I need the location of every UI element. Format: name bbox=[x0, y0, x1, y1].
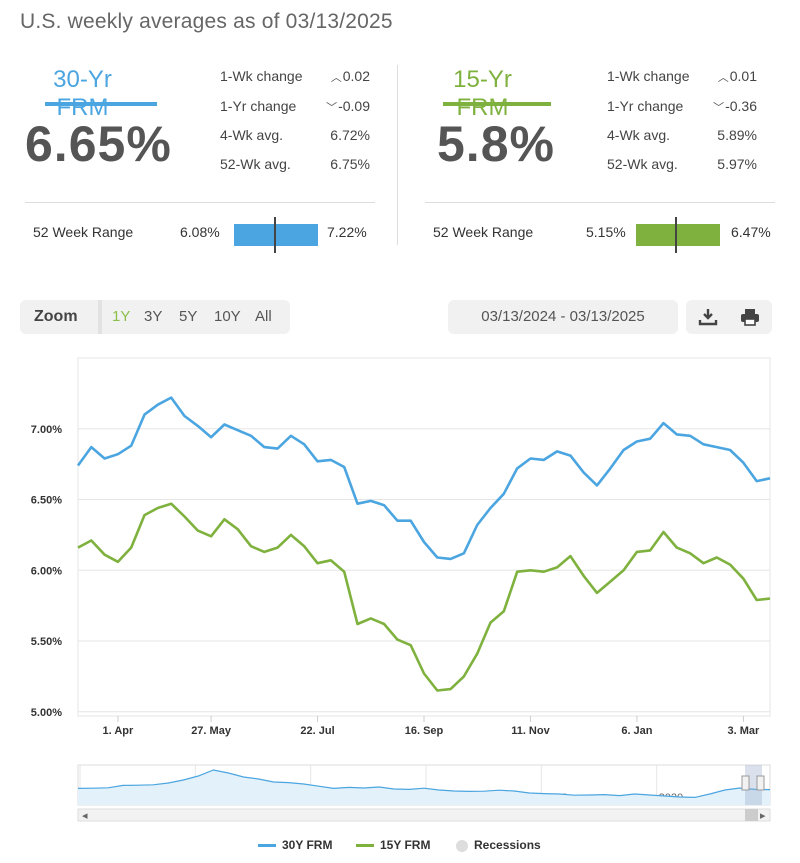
stat-label: 52-Wk avg. bbox=[607, 156, 678, 172]
stat-label: 1-Wk change bbox=[607, 68, 690, 84]
navigator-scrollbar bbox=[77, 808, 771, 822]
scrollbar-thumb bbox=[745, 809, 758, 821]
scroll-left-arrow-icon: ◂ bbox=[82, 810, 88, 822]
x-tick-label: 22. Jul bbox=[300, 725, 334, 737]
zoom-label: Zoom bbox=[34, 308, 78, 325]
range-current-marker bbox=[675, 217, 677, 253]
x-tick-label: 27. May bbox=[191, 725, 232, 737]
stat-value: ﹀-0.36 bbox=[713, 98, 757, 114]
legend-item-recessions[interactable]: Recessions bbox=[456, 838, 541, 852]
page-title: U.S. weekly averages as of 03/13/2025 bbox=[20, 10, 393, 33]
stat-value: 6.72% bbox=[330, 127, 370, 143]
series-line-30y bbox=[76, 396, 771, 561]
navigator-selection bbox=[745, 765, 762, 805]
legend-label: 30Y FRM bbox=[282, 838, 333, 852]
legend-label: 15Y FRM bbox=[380, 838, 431, 852]
zoom-selector: Zoom 1Y 3Y 5Y 10Y All bbox=[20, 300, 290, 334]
stat-label: 4-Wk avg. bbox=[220, 127, 284, 143]
print-button[interactable] bbox=[728, 300, 772, 334]
y-tick-label: 5.50% bbox=[31, 636, 62, 648]
download-icon bbox=[698, 309, 718, 326]
y-tick-label: 6.50% bbox=[31, 495, 62, 507]
range-bar bbox=[234, 224, 318, 246]
range-bar bbox=[636, 224, 720, 246]
y-tick-label: 5.00% bbox=[31, 707, 62, 719]
stat-value: ︿0.01 bbox=[717, 68, 757, 84]
legend-label: Recessions bbox=[474, 838, 541, 852]
legend-item-15y[interactable]: 15Y FRM bbox=[356, 838, 430, 852]
stat-value: ︿0.02 bbox=[330, 68, 370, 84]
divider bbox=[425, 202, 775, 203]
x-tick-label: 3. Mar bbox=[727, 725, 760, 737]
stat-label: 1-Wk change bbox=[220, 68, 303, 84]
navigator-series-line bbox=[77, 769, 771, 799]
y-tick-label: 7.00% bbox=[31, 424, 62, 436]
rate-panel-30yr: 30-Yr FRM 6.65% 1-Wk change ︿0.02 1-Yr c… bbox=[25, 60, 375, 253]
y-tick-label: 6.00% bbox=[31, 565, 62, 577]
stat-value: 6.75% bbox=[330, 156, 370, 172]
scroll-right-arrow-icon: ▸ bbox=[760, 810, 766, 822]
legend-item-30y[interactable]: 30Y FRM bbox=[258, 838, 332, 852]
x-tick-label: 6. Jan bbox=[621, 725, 652, 737]
x-tick-label: 1. Apr bbox=[103, 725, 134, 737]
x-tick-label: 16. Sep bbox=[405, 725, 444, 737]
rate-underline bbox=[45, 102, 157, 106]
zoom-option-1y[interactable]: 1Y bbox=[112, 308, 131, 325]
stat-label: 52-Wk avg. bbox=[220, 156, 291, 172]
navigator-area bbox=[78, 770, 770, 805]
zoom-separator bbox=[98, 300, 102, 334]
zoom-option-10y[interactable]: 10Y bbox=[214, 308, 241, 325]
rate-name: 30-Yr FRM bbox=[53, 66, 112, 121]
chevron-down-icon: ﹀ bbox=[326, 102, 338, 114]
plot-area bbox=[77, 357, 771, 717]
stat-value: 5.97% bbox=[717, 156, 757, 172]
range-low: 6.08% bbox=[180, 224, 220, 240]
download-button[interactable] bbox=[686, 300, 730, 334]
range-low: 5.15% bbox=[586, 224, 626, 240]
zoom-option-5y[interactable]: 5Y bbox=[179, 308, 198, 325]
zoom-option-all[interactable]: All bbox=[255, 308, 272, 325]
stat-label: 4-Wk avg. bbox=[607, 127, 671, 143]
chevron-up-icon: ︿ bbox=[330, 72, 342, 84]
stat-value: 5.89% bbox=[717, 127, 757, 143]
legend-swatch bbox=[258, 844, 276, 848]
stat-value: ﹀-0.09 bbox=[326, 98, 370, 114]
range-label: 52 Week Range bbox=[433, 224, 534, 240]
divider bbox=[25, 202, 375, 203]
rate-value: 5.8% bbox=[437, 116, 555, 172]
legend-swatch bbox=[356, 844, 374, 848]
range-high: 6.47% bbox=[731, 224, 771, 240]
series-line-15y bbox=[77, 502, 771, 692]
date-range-input[interactable]: 03/13/2024 - 03/13/2025 bbox=[448, 300, 678, 334]
range-current-marker bbox=[274, 217, 276, 253]
chevron-up-icon: ︿ bbox=[717, 72, 729, 84]
legend-swatch bbox=[456, 839, 468, 852]
navigator-handle bbox=[741, 775, 750, 791]
rate-panel-15yr: 15-Yr FRM 5.8% 1-Wk change ︿0.01 1-Yr ch… bbox=[425, 60, 775, 253]
stat-label: 1-Yr change bbox=[220, 98, 297, 114]
rate-underline bbox=[443, 102, 551, 106]
line-chart: 5.00% 5.50% 6.00% 6.50% 7.00% 1. Apr 27. May 22… bbox=[31, 357, 771, 737]
navigator-handle bbox=[756, 775, 765, 791]
printer-icon bbox=[741, 309, 759, 326]
panel-divider bbox=[397, 65, 398, 245]
rate-value: 6.65% bbox=[25, 116, 172, 172]
chevron-down-icon: ﹀ bbox=[713, 102, 725, 114]
x-tick-label: 11. Nov bbox=[511, 725, 550, 737]
range-high: 7.22% bbox=[327, 224, 367, 240]
zoom-option-3y[interactable]: 3Y bbox=[144, 308, 163, 325]
navigator-chart[interactable]: 197019801990200020102020◂▸ bbox=[0, 760, 800, 825]
range-label: 52 Week Range bbox=[33, 224, 134, 240]
stat-label: 1-Yr change bbox=[607, 98, 684, 114]
rate-name: 15-Yr FRM bbox=[453, 66, 512, 121]
